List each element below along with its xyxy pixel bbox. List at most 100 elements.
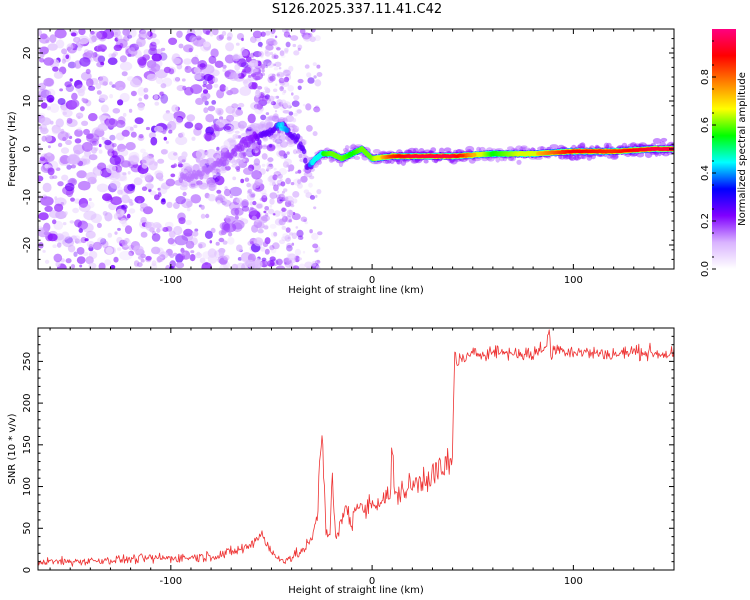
spectrogram-noise-blob [192, 37, 206, 47]
spectrogram-ridge-halo [282, 110, 291, 114]
spectrogram-y-tick-label: 10 [22, 95, 33, 108]
spectrogram-ridge-core [301, 148, 307, 155]
colorbar-tick-label: 0.8 [700, 69, 711, 85]
spectrogram-noise-blob [224, 165, 231, 171]
spectrogram-ridge-halo [261, 123, 270, 128]
spectrogram-noise-blob [306, 72, 312, 78]
spectrogram-noise-blob [204, 230, 213, 239]
spectrogram-noise-blob [285, 215, 292, 223]
spectrogram-noise-blob [169, 266, 174, 269]
spectrogram-noise-blob [245, 56, 252, 63]
spectrogram-noise-blob [185, 219, 192, 226]
spectrogram-noise-blob [317, 231, 323, 236]
spectrogram-noise-blob [314, 259, 321, 265]
spectrogram-noise-blob [292, 43, 297, 48]
spectrogram-noise-blob [38, 88, 50, 98]
spectrogram-noise-blob [118, 87, 124, 91]
spectrogram-noise-blob [238, 151, 247, 159]
spectrogram-noise-blob [149, 41, 157, 52]
spectrogram-noise-blob [231, 219, 245, 230]
spectrogram-y-tick-label: 20 [22, 47, 33, 60]
spectrogram-noise-blob [292, 191, 300, 198]
spectrogram-noise-blob [304, 261, 313, 269]
snr-x-tick-label: 0 [369, 576, 375, 587]
spectrogram-noise-blob [272, 174, 278, 181]
spectrogram-noise-blob [279, 85, 284, 92]
spectrogram-noise-blob [278, 218, 286, 226]
spectrogram-noise-blob [85, 230, 96, 239]
spectrogram-noise-blob [96, 90, 102, 95]
spectrogram-noise-blob [272, 213, 276, 216]
spectrogram-ridge-halo [189, 185, 199, 189]
spectrogram-noise-blob [275, 102, 281, 109]
spectrogram-noise-blob [76, 46, 82, 52]
spectrogram-noise-blob [252, 51, 262, 58]
spectrogram-noise-blob [90, 213, 103, 224]
spectrogram-noise-blob [199, 257, 206, 264]
spectrogram-noise-blob [151, 246, 161, 255]
spectrogram-noise-blob [185, 120, 193, 129]
spectrogram-noise-blob [140, 253, 146, 259]
spectrogram-noise-blob [47, 145, 51, 149]
spectrogram-noise-blob [273, 210, 281, 217]
spectrogram-ridge-halo [292, 128, 299, 133]
spectrogram-ridge-halo [232, 134, 239, 139]
spectrogram-noise-blob [299, 236, 304, 240]
spectrogram-noise-blob [266, 122, 270, 125]
spectrogram-noise-blob [278, 150, 286, 157]
spectrogram-noise-blob [175, 135, 188, 146]
spectrogram-noise-blob [272, 63, 276, 67]
spectrogram-noise-blob [283, 258, 287, 262]
spectrogram-ridge-halo [292, 125, 300, 133]
spectrogram-noise-blob [231, 103, 239, 109]
spectrogram-x-tick-label: -100 [159, 275, 182, 286]
spectrogram-ridge-halo [507, 146, 514, 151]
spectrogram-noise-blob [195, 149, 206, 160]
spectrogram-noise-blob [232, 53, 241, 62]
spectrogram-noise-blob [119, 175, 128, 182]
spectrogram-noise-blob [73, 149, 81, 156]
spectrogram-noise-blob [116, 236, 123, 244]
spectrogram-noise-blob [217, 193, 223, 199]
spectrogram-noise-blob [81, 120, 89, 127]
spectrogram-noise-blob [202, 251, 212, 259]
spectrogram-noise-blob [127, 171, 131, 175]
spectrogram-noise-blob [265, 65, 268, 68]
colorbar-tick-label: 0.2 [700, 213, 711, 229]
spectrogram-noise-blob [248, 74, 252, 78]
spectrogram-noise-blob [143, 87, 149, 93]
spectrogram-noise-blob [274, 110, 278, 113]
spectrogram-noise-blob [261, 195, 268, 203]
spectrogram-noise-blob [214, 178, 219, 183]
spectrogram-noise-blob [249, 65, 259, 74]
spectrogram-ridge-halo [218, 167, 227, 172]
spectrogram-noise-blob [191, 136, 196, 141]
spectrogram-noise-blob [118, 149, 129, 157]
spectrogram-noise-blob [248, 208, 258, 216]
spectrogram-noise-blob [258, 51, 264, 58]
spectrogram-ridge-halo [187, 165, 195, 173]
spectrogram-noise-blob [62, 109, 73, 118]
spectrogram-noise-blob [294, 248, 302, 256]
spectrogram-noise-blob [78, 180, 91, 191]
snr-x-ticks: -100 0 100 [49, 328, 675, 587]
spectrogram-noise-blob [278, 239, 286, 245]
spectrogram-noise-blob [88, 201, 95, 209]
spectrogram-noise-blob [195, 157, 201, 163]
spectrogram-ridge-core [303, 157, 308, 164]
spectrogram-noise-blob [227, 237, 235, 245]
spectrogram-noise-blob [239, 86, 251, 96]
spectrogram-noise-blob [121, 238, 132, 248]
snr-y-tick-label: 0 [22, 567, 33, 573]
spectrogram-noise-blob [52, 66, 59, 72]
spectrogram-noise-blob [258, 69, 261, 73]
spectrogram-noise-blob [86, 78, 94, 88]
spectrogram-noise-blob [184, 65, 192, 73]
spectrogram-noise-blob [287, 85, 295, 92]
spectrogram-noise-blob [38, 212, 49, 221]
spectrogram-noise-blob [296, 150, 301, 154]
spectrogram-noise-blob [97, 44, 107, 52]
spectrogram-noise-blob [269, 182, 273, 186]
spectrogram-noise-blob [288, 65, 294, 72]
spectrogram-ridge-halo [396, 158, 403, 165]
